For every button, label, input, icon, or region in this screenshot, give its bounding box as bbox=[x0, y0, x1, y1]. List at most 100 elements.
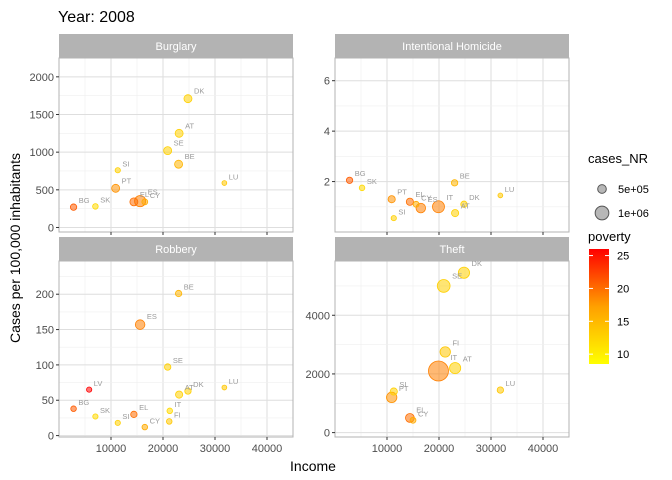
point-label-at: AT bbox=[185, 121, 194, 130]
panel-border bbox=[58, 260, 294, 438]
data-point-at bbox=[174, 128, 184, 138]
panel-background bbox=[59, 261, 293, 437]
point-label-lu: LU bbox=[506, 379, 516, 388]
data-point-sk bbox=[358, 184, 366, 192]
panel-background bbox=[59, 58, 293, 232]
point-label-es: ES bbox=[148, 188, 158, 197]
data-point-be bbox=[174, 159, 184, 169]
data-point-dk bbox=[184, 387, 192, 395]
data-point-at bbox=[451, 209, 460, 218]
data-point-se bbox=[436, 279, 451, 293]
data-point-be bbox=[175, 289, 183, 298]
point-label-cy: CY bbox=[418, 409, 428, 418]
point-label-dk: DK bbox=[469, 193, 479, 202]
x-tick-label: 10000 bbox=[96, 443, 127, 455]
y-tick-label: 2000 bbox=[30, 72, 54, 84]
size-legend-title: cases_NR bbox=[588, 151, 648, 166]
point-label-el: EL bbox=[416, 406, 425, 415]
facet-strip bbox=[59, 237, 293, 261]
point-label-el: EL bbox=[139, 403, 148, 412]
y-tick-label: 0 bbox=[48, 222, 54, 234]
point-label-si: SI bbox=[122, 160, 129, 169]
point-label-se: SE bbox=[173, 356, 183, 365]
point-label-at: AT bbox=[185, 383, 194, 392]
point-label-sk: SK bbox=[100, 196, 110, 205]
data-point-cy bbox=[141, 198, 149, 206]
y-tick-label: 6 bbox=[324, 76, 330, 88]
color-legend-label: 15 bbox=[617, 316, 629, 328]
data-point-si bbox=[389, 387, 398, 396]
data-point-si bbox=[390, 215, 397, 222]
y-tick-label: 500 bbox=[36, 185, 54, 197]
y-tick-label: 0 bbox=[48, 431, 54, 443]
data-point-lu bbox=[221, 180, 228, 186]
point-label-fi: FI bbox=[452, 339, 459, 348]
data-point-sk bbox=[92, 413, 99, 420]
y-tick-label: 200 bbox=[36, 289, 54, 301]
data-point-lu bbox=[497, 192, 504, 199]
point-label-sk: SK bbox=[100, 406, 110, 415]
y-tick-label: 2000 bbox=[306, 369, 330, 381]
data-point-cy bbox=[412, 200, 420, 208]
data-point-dk bbox=[460, 200, 468, 208]
panel-background bbox=[335, 261, 569, 437]
facet-strip bbox=[335, 34, 569, 58]
y-tick-label: 0 bbox=[324, 428, 330, 440]
x-tick-label: 20000 bbox=[148, 443, 179, 455]
data-point-pt bbox=[111, 183, 121, 193]
x-tick-label: 30000 bbox=[476, 443, 507, 455]
panel-background bbox=[335, 58, 569, 232]
point-label-es: ES bbox=[147, 312, 157, 321]
point-label-el: EL bbox=[140, 190, 149, 199]
facet-strip-label: Theft bbox=[439, 244, 464, 256]
data-point-cy bbox=[141, 423, 148, 431]
point-label-it: IT bbox=[446, 193, 453, 202]
panel-border bbox=[58, 57, 294, 233]
point-label-dk: DK bbox=[193, 380, 203, 389]
point-label-it: IT bbox=[175, 400, 182, 409]
point-label-lv: LV bbox=[94, 379, 103, 388]
point-label-pt: PT bbox=[399, 384, 409, 393]
panel-border bbox=[334, 260, 570, 438]
size-legend-label: 1e+06 bbox=[618, 208, 649, 220]
data-point-el bbox=[130, 410, 138, 418]
data-point-it bbox=[166, 407, 173, 415]
data-point-es bbox=[134, 319, 146, 330]
facet-strip bbox=[59, 34, 293, 58]
data-point-be bbox=[450, 179, 459, 187]
point-label-lu: LU bbox=[505, 185, 515, 194]
size-legend-key bbox=[594, 205, 610, 221]
point-label-be: BE bbox=[184, 282, 194, 291]
point-label-cy: CY bbox=[150, 416, 160, 425]
point-label-es: ES bbox=[428, 195, 438, 204]
point-label-lu: LU bbox=[229, 173, 239, 182]
y-tick-label: 2 bbox=[324, 177, 330, 189]
point-label-si: SI bbox=[398, 207, 405, 216]
x-tick-label: 30000 bbox=[200, 443, 231, 455]
point-label-bg: BG bbox=[79, 196, 90, 205]
y-tick-label: 4 bbox=[324, 126, 330, 138]
y-tick-label: 150 bbox=[36, 325, 54, 337]
point-label-bg: BG bbox=[355, 169, 366, 178]
point-label-se: SE bbox=[174, 139, 184, 148]
facet-panels: Burglary0500100015002000DKATSEBELUSIPTBG… bbox=[30, 34, 570, 455]
color-legend-label: 25 bbox=[617, 251, 629, 263]
facet-panel-theft: Theft 0 2000 4000 10000 20000 30000 40000 DK SE FI… bbox=[306, 237, 570, 455]
data-point-sk bbox=[92, 203, 99, 210]
point-label-pt: PT bbox=[122, 176, 132, 185]
chart-title: Year: 2008 bbox=[58, 9, 135, 26]
y-tick-label: 100 bbox=[36, 360, 54, 372]
point-label-fi: FI bbox=[174, 411, 181, 420]
x-tick-label: 20000 bbox=[424, 443, 455, 455]
facet-panel-robbery: Robbery 0 50 100 150 200 10000 20000 30000 40000 B… bbox=[36, 237, 294, 455]
x-tick-label: 10000 bbox=[372, 443, 403, 455]
data-point-cy bbox=[409, 416, 417, 424]
y-axis-title: Cases per 100,000 inhabitants bbox=[7, 153, 23, 343]
point-label-el: EL bbox=[415, 190, 424, 199]
point-label-pt: PT bbox=[397, 188, 407, 197]
point-label-si: SI bbox=[399, 380, 406, 389]
